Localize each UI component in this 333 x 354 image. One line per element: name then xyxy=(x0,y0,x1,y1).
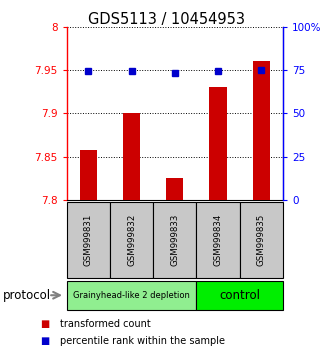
Text: ■: ■ xyxy=(40,319,49,329)
Bar xyxy=(123,113,140,200)
Bar xyxy=(80,150,97,200)
Text: ■: ■ xyxy=(40,336,49,346)
Text: Grainyhead-like 2 depletion: Grainyhead-like 2 depletion xyxy=(73,291,190,300)
Bar xyxy=(253,61,270,200)
Text: GSM999831: GSM999831 xyxy=(84,214,93,266)
Text: protocol: protocol xyxy=(3,289,52,302)
Text: transformed count: transformed count xyxy=(60,319,151,329)
Text: percentile rank within the sample: percentile rank within the sample xyxy=(60,336,225,346)
Text: GSM999835: GSM999835 xyxy=(257,214,266,266)
Bar xyxy=(209,87,227,200)
Text: GSM999833: GSM999833 xyxy=(170,214,179,266)
Bar xyxy=(166,178,183,200)
Text: GSM999834: GSM999834 xyxy=(213,214,223,266)
Text: control: control xyxy=(219,289,260,302)
Text: GSM999832: GSM999832 xyxy=(127,214,136,266)
Text: GDS5113 / 10454953: GDS5113 / 10454953 xyxy=(88,12,245,27)
